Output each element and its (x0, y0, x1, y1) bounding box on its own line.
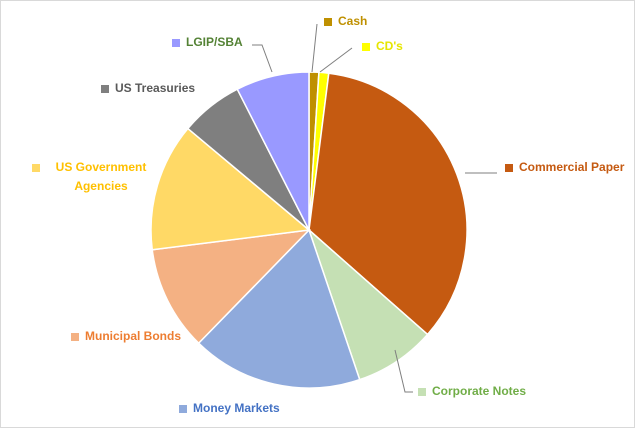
legend-swatch (71, 333, 79, 341)
data-label: LGIP/SBA (186, 35, 243, 49)
legend-swatch (418, 388, 426, 396)
data-label: Money Markets (193, 401, 280, 415)
legend-swatch (172, 39, 180, 47)
data-label: CD's (376, 39, 403, 53)
leader-line (252, 44, 273, 73)
legend-swatch (505, 164, 513, 172)
data-label: US Treasuries (115, 81, 196, 95)
leader-line (319, 47, 353, 73)
data-label: Municipal Bonds (85, 329, 181, 343)
pie-slice (150, 127, 311, 251)
data-label: Corporate Notes (432, 384, 527, 398)
legend-swatch (32, 164, 40, 172)
legend-swatch (362, 43, 370, 51)
pie-slice (151, 228, 312, 345)
data-label: Cash (338, 14, 368, 28)
pie-slice (197, 228, 361, 389)
legend-swatch (101, 85, 109, 93)
legend-swatch (324, 18, 332, 26)
data-label: US Government Agencies (55, 160, 147, 193)
leader-line (311, 23, 318, 73)
pie-slice (308, 72, 468, 336)
legend-swatch (179, 405, 187, 413)
leader-line (394, 349, 413, 393)
data-label: Commercial Paper (519, 160, 625, 174)
pie-slice (236, 71, 310, 231)
